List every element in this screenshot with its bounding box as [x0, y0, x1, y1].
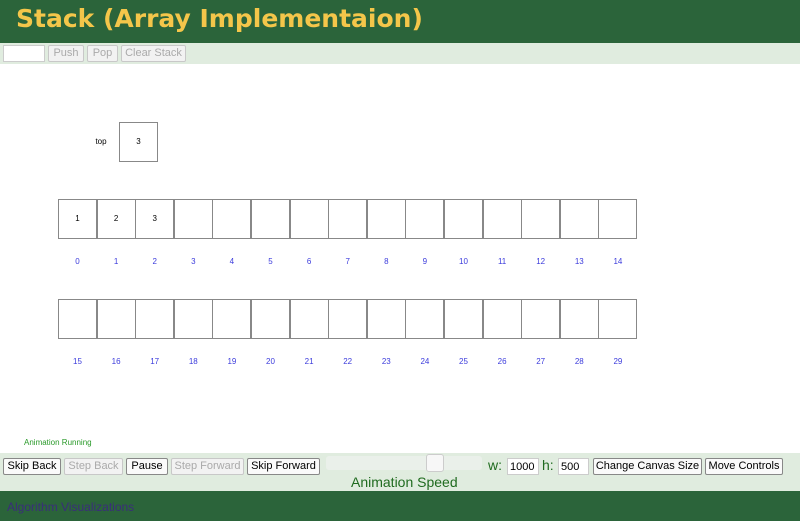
array-cell	[289, 199, 329, 239]
header: Stack (Array Implementaion)	[0, 0, 800, 43]
move-controls-button[interactable]: Move Controls	[705, 458, 783, 475]
height-label: h:	[542, 457, 554, 473]
status-text: Animation Running	[24, 438, 92, 447]
array-cell	[405, 299, 445, 339]
array-index-label: 16	[111, 357, 121, 366]
top-label: top	[95, 137, 107, 146]
array-cell	[444, 299, 483, 339]
array-cell	[559, 199, 599, 239]
array-cell	[173, 299, 213, 339]
array-index-label: 19	[227, 357, 237, 366]
array-index-label: 25	[459, 357, 468, 366]
array-cell	[598, 199, 638, 239]
array-index-label: 2	[152, 257, 157, 266]
array-cell	[212, 199, 252, 239]
array-cell: 1	[58, 199, 97, 239]
array-index-label: 13	[574, 257, 584, 266]
array-index-label: 6	[306, 257, 312, 266]
array-index-label: 3	[191, 257, 196, 266]
array-cell	[328, 299, 368, 339]
array-cell	[212, 299, 252, 339]
array-cell	[482, 199, 522, 239]
array-cell	[598, 299, 638, 339]
height-input[interactable]	[558, 458, 589, 475]
array-index-label: 14	[613, 257, 623, 266]
array-cell	[405, 199, 445, 239]
array-cell	[366, 199, 406, 239]
step-back-button[interactable]: Step Back	[64, 458, 123, 475]
skip-forward-button[interactable]: Skip Forward	[247, 458, 320, 475]
animation-canvas: top 3 1 0 2 1 3 2 3 4 5 6 7 8 9 10 11 12 13 14 15 16 17 18 19 2…	[0, 64, 800, 453]
pause-button[interactable]: Pause	[126, 458, 168, 475]
array-cell	[559, 299, 599, 339]
width-input[interactable]	[507, 458, 539, 475]
array-cell	[482, 299, 522, 339]
array-index-label: 20	[266, 357, 275, 366]
step-forward-button[interactable]: Step Forward	[171, 458, 244, 475]
array-cell	[328, 199, 368, 239]
array-cell	[96, 299, 136, 339]
array-cell	[251, 299, 290, 339]
array-index-label: 17	[150, 357, 160, 366]
array-cell	[58, 299, 97, 339]
array-index-label: 28	[574, 357, 584, 366]
array-index-label: 8	[384, 257, 389, 266]
toolbar: Push Pop Clear Stack	[0, 43, 800, 64]
array-index-label: 1	[113, 257, 119, 266]
array-index-label: 22	[343, 357, 353, 366]
array-index-label: 12	[536, 257, 546, 266]
array-index-label: 10	[459, 257, 468, 266]
array-index-label: 26	[497, 357, 507, 366]
array-index-label: 24	[420, 357, 430, 366]
array-cell	[444, 199, 483, 239]
width-label: w:	[488, 457, 502, 473]
slider-thumb[interactable]	[426, 454, 444, 472]
footer: Algorithm Visualizations	[0, 491, 800, 521]
skip-back-button[interactable]: Skip Back	[3, 458, 61, 475]
animation-speed-label: Animation Speed	[351, 474, 458, 490]
array-index-label: 21	[304, 357, 314, 366]
array-index-label: 11	[497, 257, 507, 266]
array-index-label: 0	[75, 257, 80, 266]
array-cell	[521, 299, 561, 339]
array-cell	[521, 199, 561, 239]
array-cell	[366, 299, 406, 339]
array-index-label: 15	[73, 357, 82, 366]
array-cell: 2	[96, 199, 136, 239]
array-index-label: 23	[381, 357, 391, 366]
pop-button[interactable]: Pop	[87, 45, 118, 62]
top-value-cell: 3	[119, 122, 158, 162]
array-index-label: 7	[345, 257, 350, 266]
array-cell	[135, 299, 175, 339]
value-input[interactable]	[3, 45, 45, 62]
array-cell	[289, 299, 329, 339]
array-index-label: 18	[188, 357, 198, 366]
clear-stack-button[interactable]: Clear Stack	[121, 45, 186, 62]
footer-link[interactable]: Algorithm Visualizations	[7, 500, 135, 514]
array-index-label: 29	[613, 357, 623, 366]
animation-speed-slider[interactable]	[326, 454, 482, 472]
array-cell: 3	[135, 199, 175, 239]
change-canvas-size-button[interactable]: Change Canvas Size	[593, 458, 702, 475]
array-cell	[251, 199, 290, 239]
push-button[interactable]: Push	[48, 45, 84, 62]
array-index-label: 5	[268, 257, 273, 266]
array-index-label: 27	[536, 357, 546, 366]
array-index-label: 9	[422, 257, 428, 266]
array-index-label: 4	[229, 257, 235, 266]
page-title: Stack (Array Implementaion)	[16, 4, 423, 33]
array-cell	[173, 199, 213, 239]
